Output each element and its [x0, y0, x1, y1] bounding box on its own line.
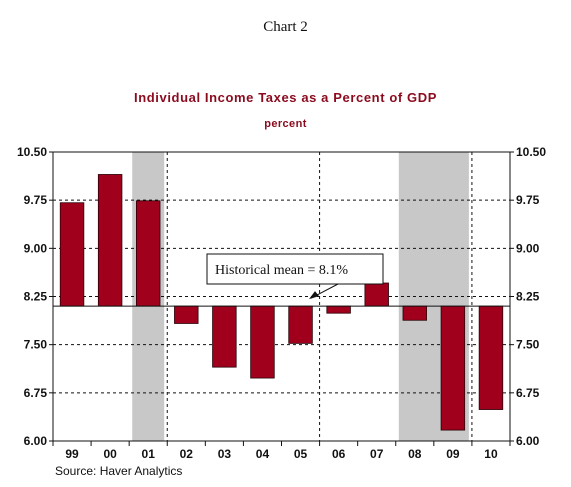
x-tick-label-99: 99	[65, 447, 79, 461]
y-tick-label-right: 9.00	[516, 241, 540, 255]
bar-07	[364, 282, 389, 307]
y-tick-label-left: 6.75	[24, 386, 48, 400]
annotation-arrowhead	[309, 291, 319, 300]
bar-10	[478, 305, 504, 410]
chart-subtitle: percent	[264, 118, 307, 130]
x-tick-label-00: 00	[103, 447, 117, 461]
bar-02	[174, 305, 199, 324]
x-tick-label-10: 10	[484, 447, 498, 461]
x-tick-label-05: 05	[294, 447, 308, 461]
chart-title: Individual Income Taxes as a Percent of …	[134, 90, 437, 105]
x-tick-label-03: 03	[218, 447, 232, 461]
bar-00	[97, 174, 123, 307]
y-tick-label-right: 9.75	[516, 193, 540, 207]
x-tick-label-07: 07	[370, 447, 384, 461]
y-tick-label-right: 6.00	[516, 434, 540, 448]
x-tick-label-01: 01	[142, 447, 156, 461]
x-tick-label-09: 09	[446, 447, 460, 461]
bar-05	[288, 305, 313, 344]
y-tick-label-right: 8.25	[516, 290, 540, 304]
annotation-text: Historical mean = 8.1%	[215, 263, 348, 278]
y-tick-label-right: 7.50	[516, 338, 540, 352]
bar-09	[440, 305, 466, 431]
x-tick-label-06: 06	[332, 447, 346, 461]
bars-group	[53, 174, 510, 431]
chart-heading: Chart 2	[263, 19, 308, 35]
gridlines-group	[53, 152, 510, 441]
bar-06	[326, 305, 351, 314]
annotation-box	[206, 253, 384, 285]
y-tick-label-left: 7.50	[24, 338, 48, 352]
y-axis-left: 10.50 9.75 9.00 8.25 7.50 6.75 6.00	[17, 145, 53, 448]
bar-03	[212, 305, 237, 368]
y-tick-label-left: 9.00	[24, 241, 48, 255]
x-axis: 99 00 01 02 03 04 05 06 07 08 09 10	[52, 441, 511, 461]
y-tick-label-left: 8.25	[24, 290, 48, 304]
bar-04	[250, 305, 275, 379]
x-tick-label-02: 02	[180, 447, 194, 461]
y-tick-label-left: 6.00	[24, 434, 48, 448]
y-tick-label-left: 9.75	[24, 193, 48, 207]
y-axis-right: 10.50 9.75 9.00 8.25 7.50 6.75 6.00	[510, 145, 546, 448]
y-tick-label-left: 10.50	[17, 145, 47, 159]
y-tick-label-right: 10.50	[516, 145, 546, 159]
x-tick-label-04: 04	[256, 447, 270, 461]
x-tick-label-08: 08	[408, 447, 422, 461]
bar-01	[136, 200, 161, 307]
bar-99	[59, 202, 85, 307]
annotation-group: Historical mean = 8.1%	[206, 253, 384, 300]
y-tick-label-right: 6.75	[516, 386, 540, 400]
source-note: Source: Haver Analytics	[55, 464, 183, 478]
bar-08	[402, 305, 427, 321]
